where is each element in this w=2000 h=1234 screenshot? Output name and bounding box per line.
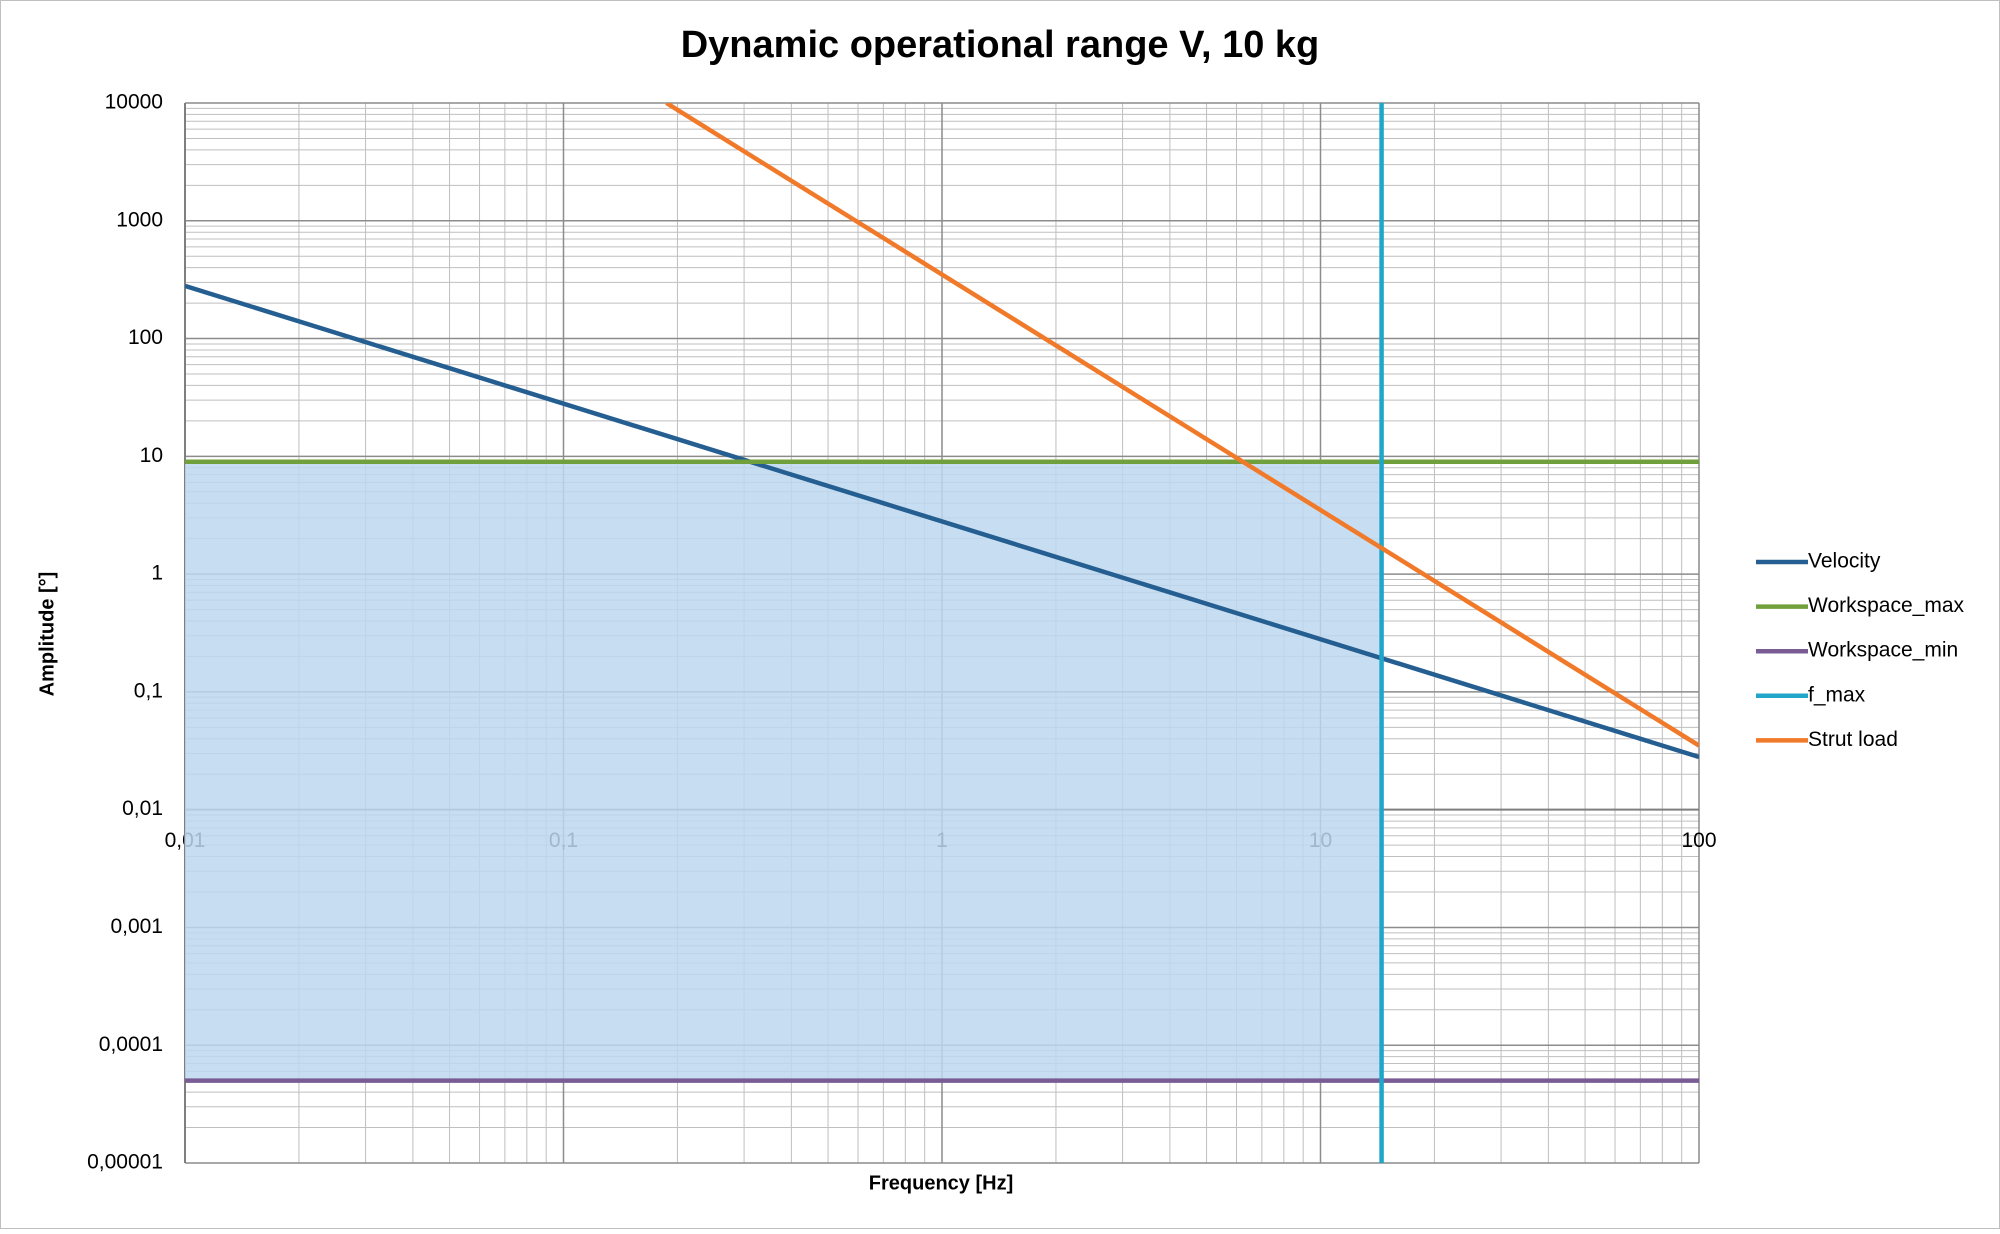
x-tick-label: 100 (1681, 829, 1716, 852)
legend-label: Strut load (1808, 728, 1898, 751)
series-line (185, 283, 1699, 760)
operational-range (185, 461, 1382, 1081)
legend-label: f_max (1808, 683, 1866, 706)
legend-label: Workspace_min (1808, 639, 1958, 662)
y-tick-label: 10000 (105, 91, 163, 114)
y-axis-title: Amplitude [°] (36, 572, 58, 697)
x-axis-title: Frequency [Hz] (869, 1172, 1013, 1194)
y-tick-label: 0,001 (110, 915, 163, 938)
y-tick-label: 0,1 (134, 679, 163, 702)
y-tick-label: 0,0001 (99, 1033, 163, 1056)
y-tick-label: 100 (128, 326, 163, 349)
legend-label: Velocity (1808, 550, 1881, 573)
legend-label: Workspace_max (1808, 594, 1965, 617)
y-tick-label: 1 (151, 562, 163, 585)
y-tick-label: 10 (140, 444, 163, 467)
y-tick-label: 1000 (116, 208, 163, 231)
chart-title: Dynamic operational range V, 10 kg (681, 24, 1320, 66)
y-tick-label: 0,00001 (87, 1151, 163, 1174)
y-tick-label: 0,01 (122, 797, 163, 820)
series-line (665, 103, 1699, 748)
